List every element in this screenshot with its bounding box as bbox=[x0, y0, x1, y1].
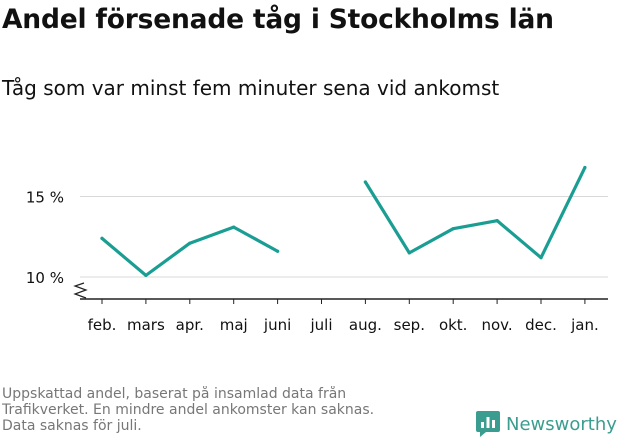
line-chart: 10 % 15 % feb. mars apr. maj juni juli aug. sep. o… bbox=[26, 165, 608, 334]
data-point bbox=[495, 219, 499, 223]
x-tick-label: maj bbox=[220, 316, 248, 334]
y-tick-label: 15 % bbox=[26, 189, 64, 207]
chart-footnote: Uppskattad andel, baserat på insamlad da… bbox=[2, 386, 442, 439]
x-tick-label: apr. bbox=[176, 316, 204, 334]
x-tick-label: mars bbox=[127, 316, 165, 334]
chart-title: Andel försenade tåg i Stockholms län bbox=[2, 4, 554, 35]
data-point bbox=[407, 251, 411, 255]
newsworthy-bar-chart-icon bbox=[476, 411, 500, 437]
data-point bbox=[583, 165, 587, 170]
x-tick-label: okt. bbox=[439, 316, 468, 334]
footnote-line: Trafikverket. En mindre andel ankomster … bbox=[2, 402, 375, 418]
y-tick-label: 10 % bbox=[26, 269, 64, 287]
data-point bbox=[188, 241, 192, 245]
x-tick-label: feb. bbox=[88, 316, 117, 334]
data-point bbox=[451, 227, 455, 231]
series-line bbox=[363, 165, 587, 260]
x-tick-label: nov. bbox=[482, 316, 513, 334]
data-point bbox=[363, 180, 367, 184]
axis-break-icon bbox=[73, 282, 88, 299]
data-point bbox=[232, 225, 236, 229]
data-point bbox=[100, 236, 104, 240]
x-tick-label: aug. bbox=[349, 316, 382, 334]
x-tick-label: juli bbox=[309, 316, 332, 334]
footnote-line: Uppskattad andel, baserat på insamlad da… bbox=[2, 386, 347, 402]
series-line bbox=[100, 225, 280, 277]
data-point bbox=[144, 273, 148, 277]
x-tick-label: dec. bbox=[525, 316, 557, 334]
data-point bbox=[276, 249, 280, 253]
data-point bbox=[539, 256, 543, 260]
brand-name: Newsworthy bbox=[506, 413, 617, 435]
x-tick-label: sep. bbox=[394, 316, 425, 334]
x-tick-label: juni bbox=[263, 316, 291, 334]
newsworthy-logo: Newsworthy bbox=[476, 409, 617, 439]
x-tick-label: jan. bbox=[570, 316, 599, 334]
footnote-line: Data saknas för juli. bbox=[2, 418, 142, 434]
chart-subtitle: Tåg som var minst fem minuter sena vid a… bbox=[2, 76, 500, 100]
